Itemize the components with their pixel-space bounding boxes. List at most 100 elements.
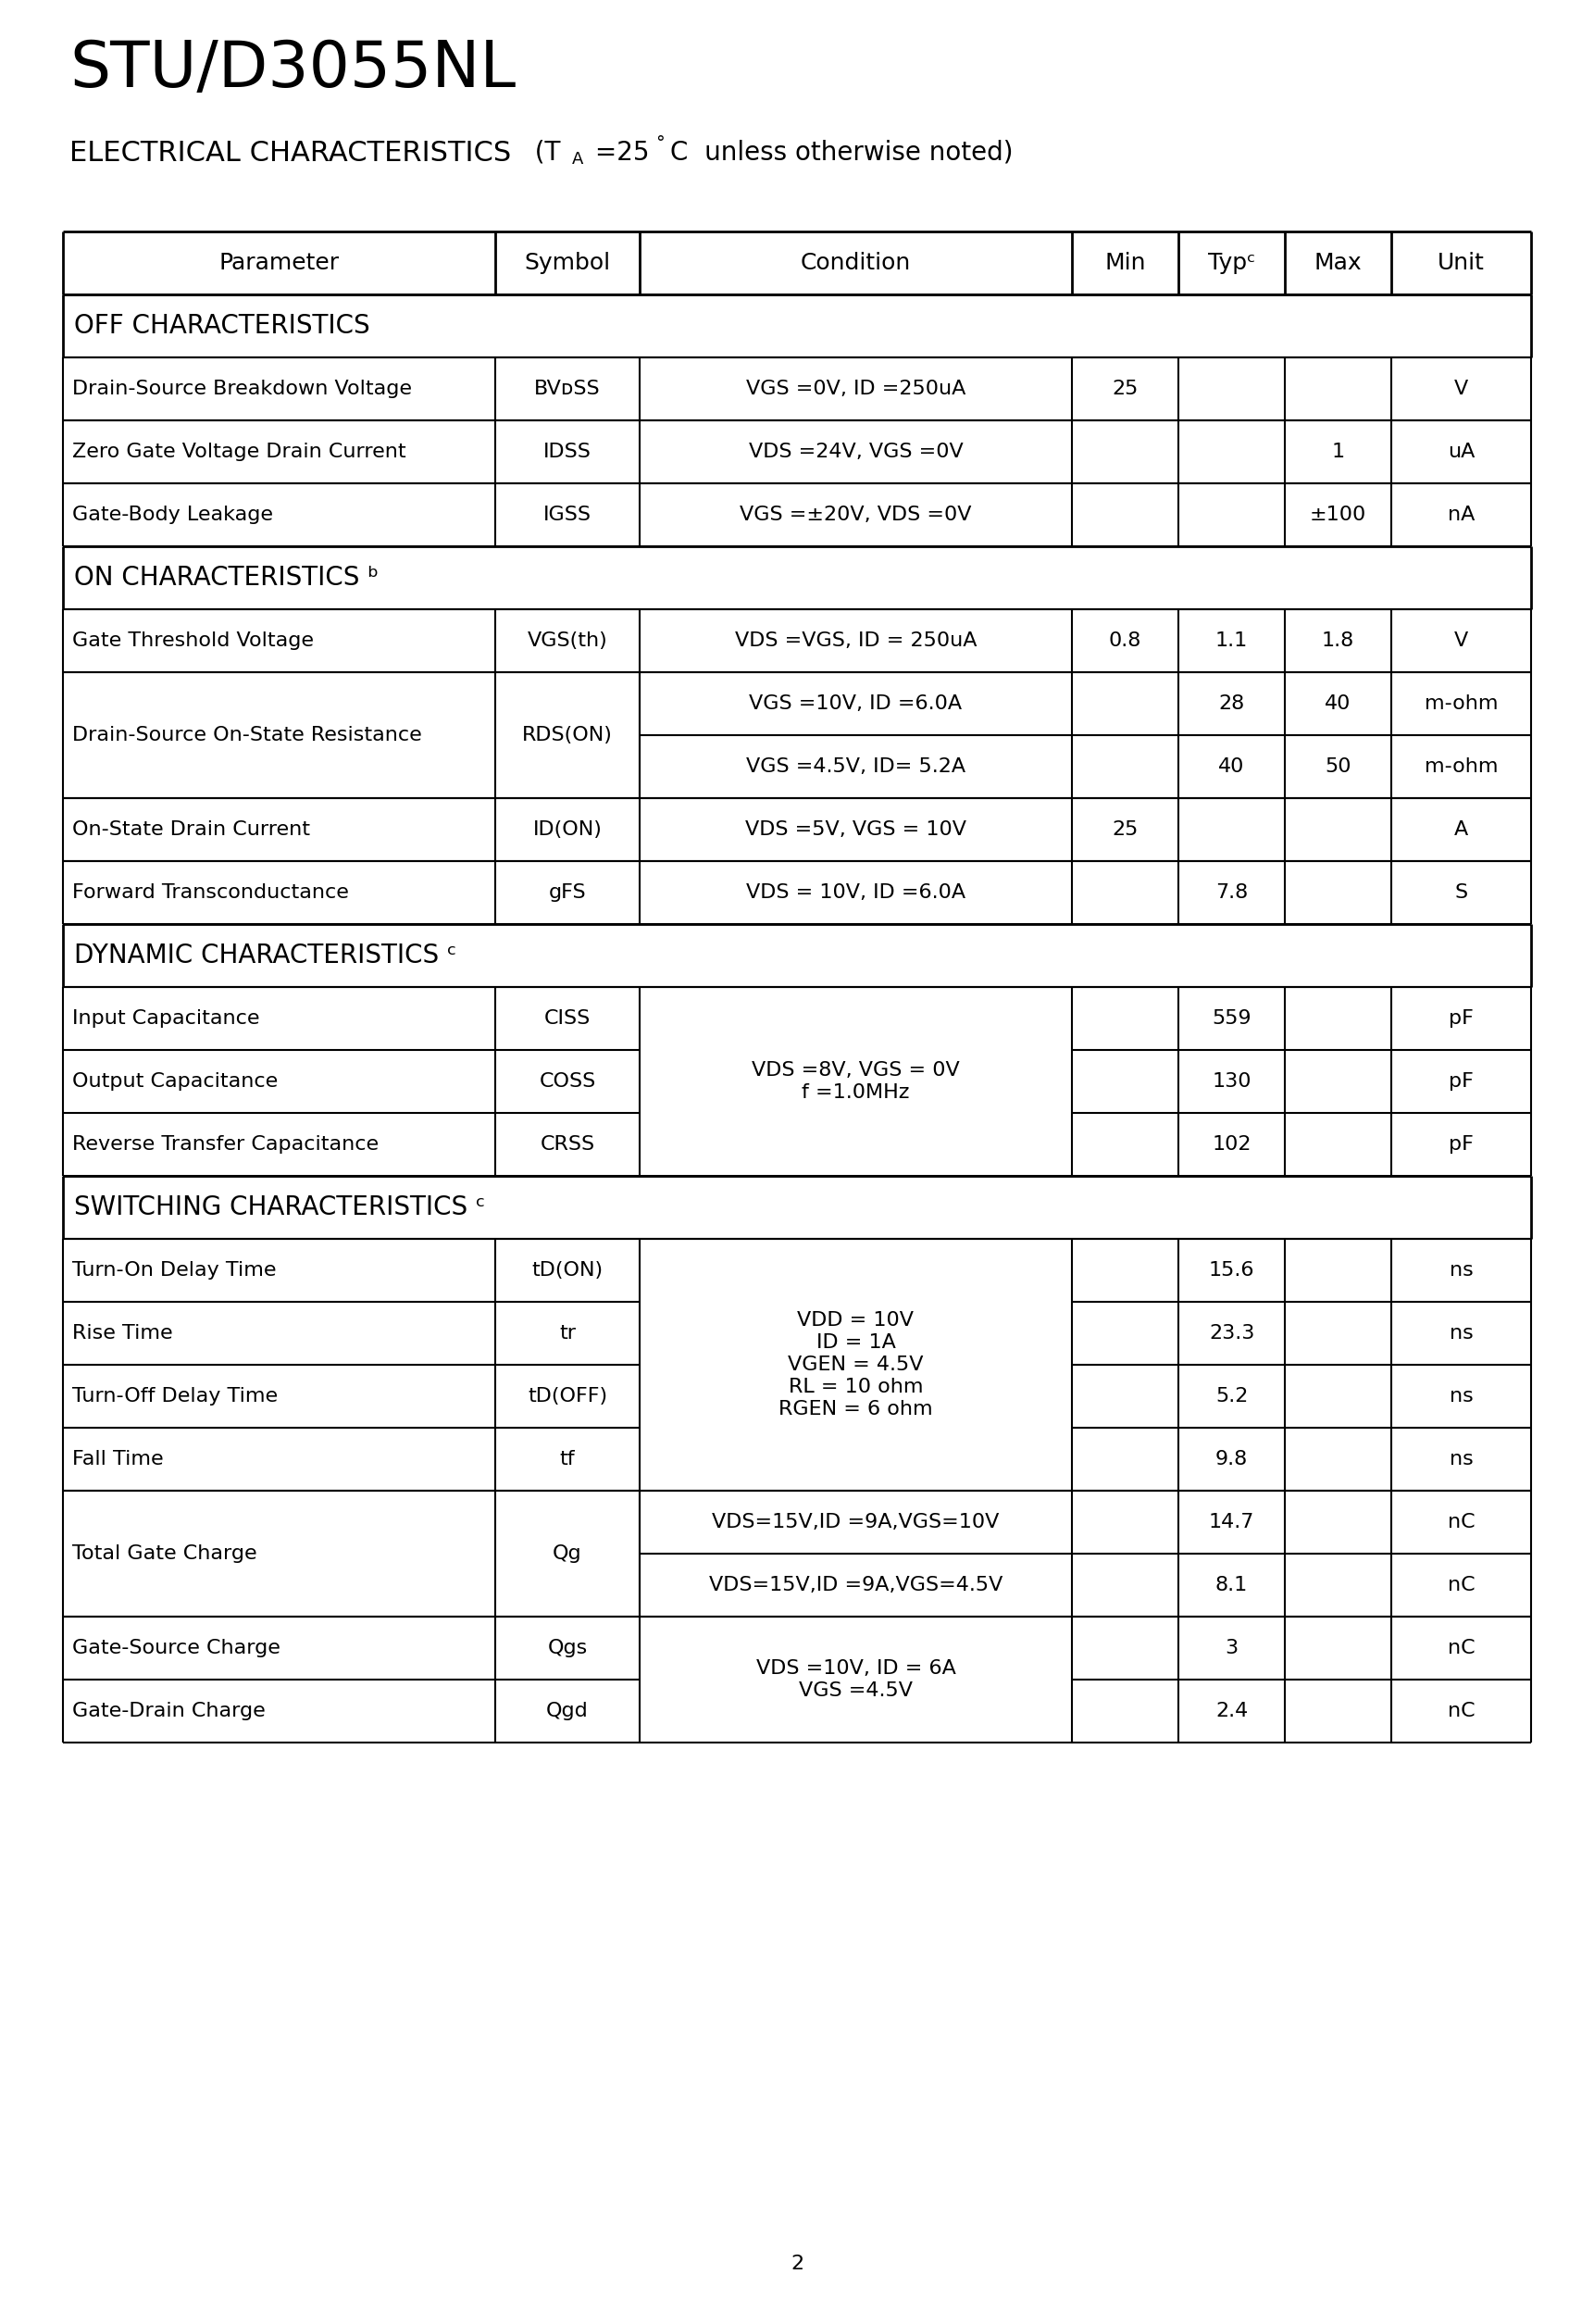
Text: V: V: [1454, 379, 1468, 397]
Text: Turn-On Delay Time: Turn-On Delay Time: [72, 1262, 276, 1281]
Text: 3: 3: [1226, 1638, 1239, 1657]
Text: 130: 130: [1211, 1071, 1251, 1090]
Text: VDS = 10V, ID =6.0A: VDS = 10V, ID =6.0A: [746, 883, 966, 902]
Text: A: A: [572, 151, 583, 167]
Text: Total Gate Charge: Total Gate Charge: [72, 1545, 257, 1564]
Text: 8.1: 8.1: [1215, 1576, 1248, 1594]
Text: Typᶜ: Typᶜ: [1208, 251, 1256, 274]
Text: tf: tf: [559, 1450, 575, 1469]
Text: nC: nC: [1447, 1638, 1474, 1657]
Text: ID = 1A: ID = 1A: [816, 1334, 896, 1353]
Text: ON CHARACTERISTICS ᵇ: ON CHARACTERISTICS ᵇ: [73, 565, 379, 590]
Text: VGS =10V, ID =6.0A: VGS =10V, ID =6.0A: [749, 695, 963, 713]
Text: V: V: [1454, 632, 1468, 651]
Text: tD(ON): tD(ON): [532, 1262, 603, 1281]
Text: 25: 25: [1113, 820, 1138, 839]
Text: Turn-Off Delay Time: Turn-Off Delay Time: [72, 1387, 277, 1406]
Text: pF: pF: [1449, 1134, 1473, 1153]
Text: VDD = 10V: VDD = 10V: [797, 1311, 913, 1329]
Text: Fall Time: Fall Time: [72, 1450, 164, 1469]
Text: Gate Threshold Voltage: Gate Threshold Voltage: [72, 632, 314, 651]
Text: Gate-Source Charge: Gate-Source Charge: [72, 1638, 281, 1657]
Text: °: °: [655, 135, 665, 153]
Text: Min: Min: [1105, 251, 1146, 274]
Text: C  unless otherwise noted): C unless otherwise noted): [669, 139, 1014, 165]
Text: ns: ns: [1449, 1450, 1473, 1469]
Text: ns: ns: [1449, 1262, 1473, 1281]
Text: 1.8: 1.8: [1321, 632, 1355, 651]
Text: Zero Gate Voltage Drain Current: Zero Gate Voltage Drain Current: [72, 442, 406, 460]
Text: Gate-Drain Charge: Gate-Drain Charge: [72, 1701, 266, 1720]
Text: m-ohm: m-ohm: [1425, 695, 1498, 713]
Text: COSS: COSS: [539, 1071, 596, 1090]
Text: VDS =8V, VGS = 0V: VDS =8V, VGS = 0V: [752, 1062, 960, 1081]
Text: 23.3: 23.3: [1208, 1325, 1254, 1343]
Text: 25: 25: [1113, 379, 1138, 397]
Text: nC: nC: [1447, 1513, 1474, 1532]
Text: Qgs: Qgs: [547, 1638, 588, 1657]
Text: pF: pF: [1449, 1009, 1473, 1027]
Text: 559: 559: [1211, 1009, 1251, 1027]
Text: 1.1: 1.1: [1215, 632, 1248, 651]
Text: Rise Time: Rise Time: [72, 1325, 172, 1343]
Text: m-ohm: m-ohm: [1425, 758, 1498, 776]
Text: tD(OFF): tD(OFF): [528, 1387, 607, 1406]
Text: VGEN = 4.5V: VGEN = 4.5V: [787, 1355, 923, 1373]
Text: tr: tr: [559, 1325, 575, 1343]
Text: nC: nC: [1447, 1576, 1474, 1594]
Text: VDS =5V, VGS = 10V: VDS =5V, VGS = 10V: [744, 820, 966, 839]
Text: 2: 2: [791, 2254, 803, 2273]
Text: Parameter: Parameter: [218, 251, 340, 274]
Text: Drain-Source On-State Resistance: Drain-Source On-State Resistance: [72, 725, 422, 744]
Text: RGEN = 6 ohm: RGEN = 6 ohm: [778, 1399, 932, 1418]
Text: 50: 50: [1325, 758, 1352, 776]
Text: Reverse Transfer Capacitance: Reverse Transfer Capacitance: [72, 1134, 379, 1153]
Text: CRSS: CRSS: [540, 1134, 595, 1153]
Text: Unit: Unit: [1438, 251, 1484, 274]
Text: Input Capacitance: Input Capacitance: [72, 1009, 260, 1027]
Text: RDS(ON): RDS(ON): [523, 725, 612, 744]
Text: SWITCHING CHARACTERISTICS ᶜ: SWITCHING CHARACTERISTICS ᶜ: [73, 1195, 485, 1220]
Text: 40: 40: [1218, 758, 1245, 776]
Text: VDS =VGS, ID = 250uA: VDS =VGS, ID = 250uA: [735, 632, 977, 651]
Text: ID(ON): ID(ON): [532, 820, 603, 839]
Text: ELECTRICAL CHARACTERISTICS: ELECTRICAL CHARACTERISTICS: [70, 139, 512, 167]
Text: OFF CHARACTERISTICS: OFF CHARACTERISTICS: [73, 314, 370, 339]
Text: f =1.0MHz: f =1.0MHz: [802, 1083, 910, 1102]
Text: 15.6: 15.6: [1208, 1262, 1254, 1281]
Text: ±100: ±100: [1310, 507, 1366, 523]
Text: uA: uA: [1447, 442, 1474, 460]
Text: (T: (T: [518, 139, 561, 165]
Text: ns: ns: [1449, 1325, 1473, 1343]
Text: VGS =4.5V, ID= 5.2A: VGS =4.5V, ID= 5.2A: [746, 758, 966, 776]
Text: S: S: [1455, 883, 1468, 902]
Text: nC: nC: [1447, 1701, 1474, 1720]
Text: VGS =4.5V: VGS =4.5V: [799, 1683, 913, 1699]
Text: 2.4: 2.4: [1215, 1701, 1248, 1720]
Text: 7.8: 7.8: [1215, 883, 1248, 902]
Text: Gate-Body Leakage: Gate-Body Leakage: [72, 507, 273, 523]
Text: BVᴅSS: BVᴅSS: [534, 379, 601, 397]
Text: VDS=15V,ID =9A,VGS=4.5V: VDS=15V,ID =9A,VGS=4.5V: [709, 1576, 1003, 1594]
Text: A: A: [1454, 820, 1468, 839]
Text: 5.2: 5.2: [1215, 1387, 1248, 1406]
Text: Forward Transconductance: Forward Transconductance: [72, 883, 349, 902]
Text: IDSS: IDSS: [544, 442, 591, 460]
Text: 102: 102: [1211, 1134, 1251, 1153]
Text: 14.7: 14.7: [1208, 1513, 1254, 1532]
Text: Qg: Qg: [553, 1545, 582, 1564]
Text: VDS =10V, ID = 6A: VDS =10V, ID = 6A: [756, 1659, 956, 1678]
Text: Symbol: Symbol: [524, 251, 611, 274]
Text: Drain-Source Breakdown Voltage: Drain-Source Breakdown Voltage: [72, 379, 411, 397]
Text: 9.8: 9.8: [1215, 1450, 1248, 1469]
Text: CISS: CISS: [544, 1009, 591, 1027]
Text: 1: 1: [1331, 442, 1345, 460]
Text: 40: 40: [1325, 695, 1352, 713]
Text: On-State Drain Current: On-State Drain Current: [72, 820, 311, 839]
Text: Output Capacitance: Output Capacitance: [72, 1071, 277, 1090]
Text: VGS(th): VGS(th): [528, 632, 607, 651]
Text: DYNAMIC CHARACTERISTICS ᶜ: DYNAMIC CHARACTERISTICS ᶜ: [73, 944, 456, 969]
Text: pF: pF: [1449, 1071, 1473, 1090]
Text: ns: ns: [1449, 1387, 1473, 1406]
Text: =25: =25: [587, 139, 649, 165]
